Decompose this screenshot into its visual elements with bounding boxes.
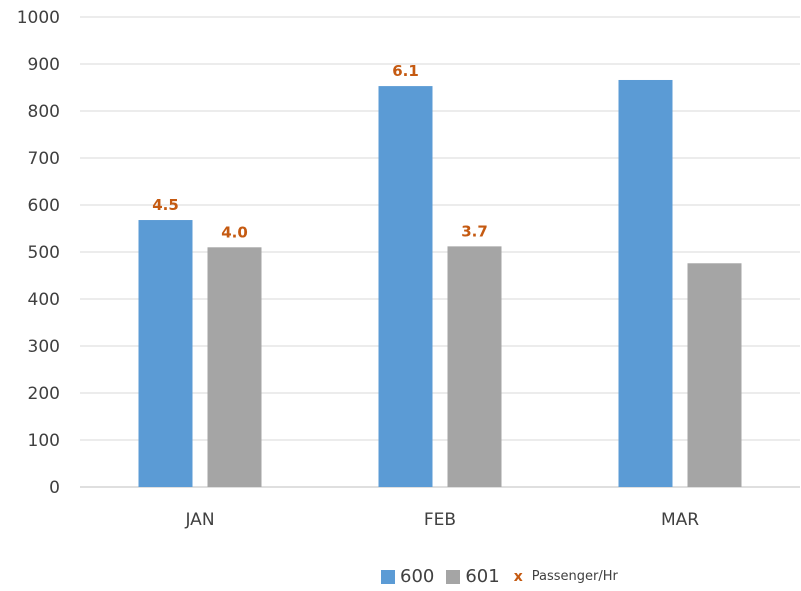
x-axis-category-labels: JAN FEB MAR: [184, 510, 699, 530]
bar-600-jan: [138, 220, 193, 488]
legend-swatch-601: [446, 569, 461, 584]
data-label-600-jan: 4.5: [152, 196, 179, 214]
x-marker-icon: x: [513, 568, 523, 585]
gridlines: [80, 16, 800, 488]
bar-600-feb: [378, 86, 433, 487]
legend-item-600: 600: [381, 566, 434, 587]
bar-601-jan: [207, 247, 262, 487]
y-axis-tick-labels: 0 100 200 300 400 500 600 700 800 900 1000: [17, 8, 60, 498]
bar-600-mar: [618, 79, 673, 487]
y-tick-label: 900: [28, 55, 60, 75]
x-category-label-feb: FEB: [424, 510, 456, 530]
bar-601-mar: [687, 263, 742, 487]
y-tick-label: 1000: [17, 8, 60, 28]
bars: [138, 79, 742, 488]
y-tick-label: 300: [28, 337, 60, 357]
y-tick-label: 800: [28, 102, 60, 122]
legend-swatch-600: [381, 569, 395, 584]
y-tick-label: 200: [28, 384, 60, 404]
legend-item-passenger-hr: x Passenger/Hr: [512, 569, 618, 585]
y-tick-label: 500: [28, 243, 60, 263]
y-tick-label: 400: [28, 290, 60, 310]
data-label-600-feb: 6.1: [392, 62, 419, 80]
data-labels: 4.5 4.0 6.1 3.7: [152, 62, 488, 241]
x-category-label-jan: JAN: [184, 510, 214, 530]
y-tick-label: 600: [28, 196, 60, 216]
data-label-601-jan: 4.0: [221, 223, 248, 241]
legend-label-601: 601: [465, 566, 500, 587]
y-tick-label: 0: [49, 478, 60, 498]
y-tick-label: 100: [28, 431, 60, 451]
x-category-label-mar: MAR: [661, 510, 699, 530]
legend-label-passenger-hr: Passenger/Hr: [531, 569, 618, 584]
legend: 600 601 x Passenger/Hr: [381, 566, 630, 587]
legend-item-601: 601: [446, 566, 500, 587]
bar-601-feb: [447, 246, 502, 487]
y-tick-label: 700: [28, 149, 60, 169]
data-label-601-feb: 3.7: [461, 222, 488, 240]
legend-label-600: 600: [400, 566, 435, 587]
